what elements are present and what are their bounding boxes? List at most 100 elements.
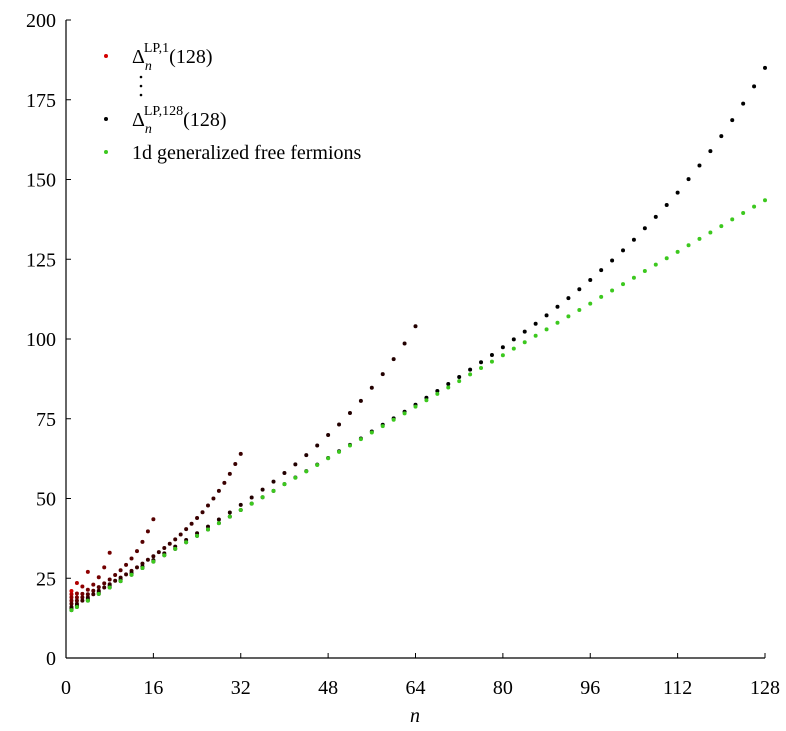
point [631, 237, 636, 242]
point [533, 333, 538, 338]
point [391, 357, 396, 362]
legend-superscript: LP,128 [144, 104, 183, 119]
point [719, 224, 724, 229]
point [500, 353, 505, 358]
point [107, 550, 112, 555]
point [113, 578, 118, 583]
point [522, 329, 527, 334]
point [555, 304, 560, 309]
point [369, 385, 374, 390]
x-tick-label: 96 [580, 677, 600, 699]
legend-symbol: Δ [132, 109, 145, 131]
legend-ellipsis [139, 93, 143, 97]
legend-superscript: LP,1 [144, 41, 169, 56]
x-tick-label: 32 [231, 677, 251, 699]
point [249, 495, 254, 500]
point [347, 443, 352, 448]
point [69, 608, 74, 613]
point [96, 575, 101, 580]
legend-marker [104, 117, 108, 121]
legend-ellipsis [139, 84, 143, 88]
point [708, 230, 713, 235]
point [358, 437, 363, 442]
point [129, 572, 134, 577]
legend-label: 1d generalized free fermions [132, 142, 362, 164]
point [686, 243, 691, 248]
x-tick-label: 128 [750, 677, 780, 699]
x-tick-label: 16 [143, 677, 163, 699]
point [577, 307, 582, 312]
point [599, 294, 604, 299]
point [380, 424, 385, 429]
point [238, 451, 243, 456]
point [675, 249, 680, 254]
point [730, 118, 735, 123]
point [151, 517, 156, 522]
point [358, 398, 363, 403]
point [91, 582, 96, 587]
point [511, 346, 516, 351]
point [446, 385, 451, 390]
point [763, 198, 767, 203]
point [260, 495, 265, 500]
point [85, 569, 90, 574]
point [686, 177, 691, 182]
point [80, 584, 85, 589]
legend-ellipsis [139, 75, 143, 79]
point [642, 226, 647, 231]
point [468, 367, 473, 372]
point [533, 321, 538, 326]
y-tick-label: 200 [26, 10, 56, 32]
point [96, 591, 101, 596]
point [457, 374, 462, 379]
point [80, 598, 85, 603]
point [145, 529, 150, 534]
y-tick-label: 0 [46, 648, 56, 670]
point [719, 134, 724, 139]
point [69, 598, 74, 603]
point [91, 588, 96, 593]
point [134, 549, 139, 554]
point [124, 572, 129, 577]
point [588, 301, 593, 306]
point [178, 532, 183, 537]
point [113, 573, 118, 578]
point [413, 324, 418, 329]
point [380, 372, 385, 377]
point [326, 433, 331, 438]
legend-label: Δn LP,1(128) [132, 41, 213, 74]
point [304, 469, 309, 474]
legend-label: Δn LP,128(128) [132, 104, 227, 137]
point [205, 524, 210, 529]
point [205, 527, 210, 532]
point [80, 595, 85, 600]
x-tick-label: 112 [663, 677, 692, 699]
point [69, 589, 74, 594]
point [304, 453, 309, 458]
point [233, 462, 238, 467]
point [151, 559, 156, 564]
point [435, 391, 440, 396]
point [347, 411, 352, 416]
point [664, 256, 669, 261]
point [697, 236, 702, 241]
y-tick-label: 75 [36, 409, 56, 431]
point [293, 475, 298, 480]
point [140, 566, 145, 571]
point [293, 462, 298, 467]
x-axis-label: n [410, 705, 420, 727]
point [145, 557, 150, 562]
point [653, 214, 658, 219]
x-tick-label: 80 [493, 677, 513, 699]
point [479, 360, 484, 365]
point [337, 422, 342, 427]
legend-argument: (128) [169, 46, 212, 68]
point [315, 463, 320, 468]
point [631, 275, 636, 280]
point [140, 539, 145, 544]
point [102, 565, 107, 570]
point [511, 337, 516, 342]
point [752, 84, 757, 89]
point [566, 296, 571, 301]
point [588, 277, 593, 282]
